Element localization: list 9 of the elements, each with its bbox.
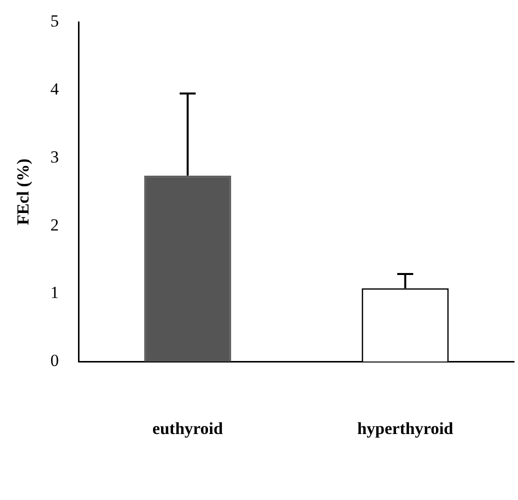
x-tick-label: hyperthyroid [357,419,454,438]
x-tick-label: euthyroid [152,419,224,438]
y-axis-title: FEcl (%) [14,158,33,226]
y-tick-label: 5 [50,12,59,31]
y-tick-label: 4 [50,80,60,99]
y-tick-label: 0 [50,351,59,370]
y-tick-label: 1 [50,283,59,302]
y-tick-label: 2 [50,215,59,234]
y-tick-label: 3 [50,147,59,166]
